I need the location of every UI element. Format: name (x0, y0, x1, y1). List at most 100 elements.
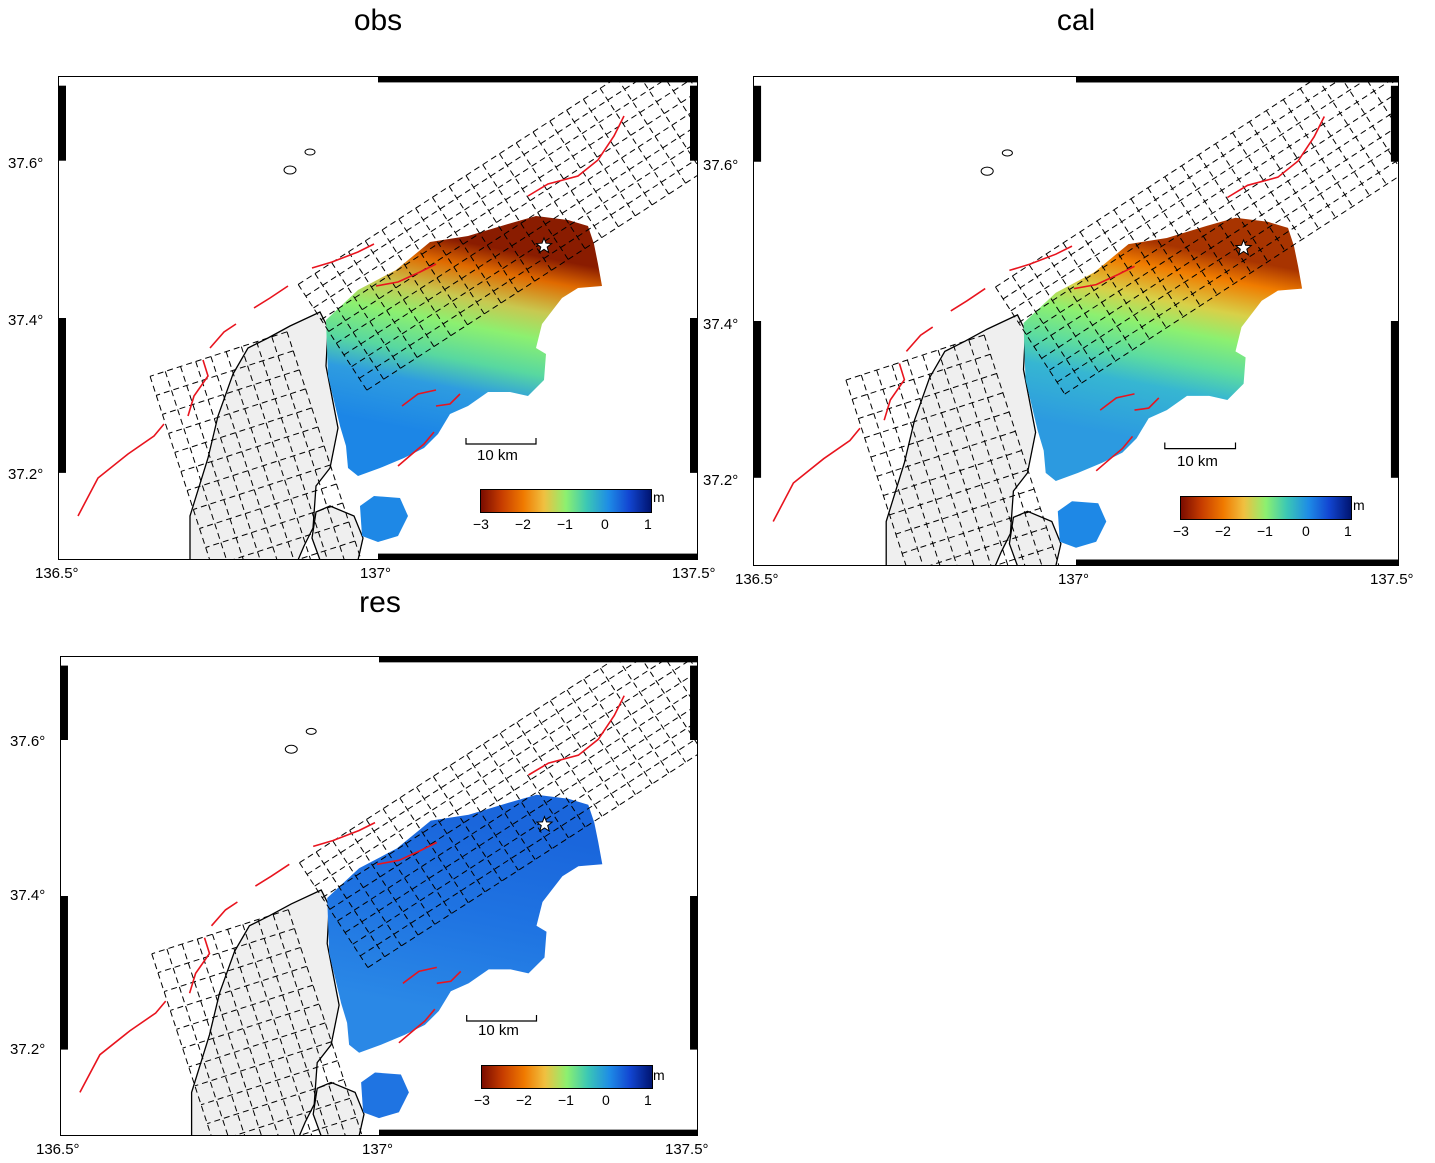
fault-line (187, 359, 209, 417)
frame-bar-right-2 (1390, 321, 1399, 478)
lon-tick-res-2: 137.5° (665, 1141, 709, 1158)
lat-tick-cal-0: 37.6° (703, 157, 739, 174)
frame-bar-left-2 (60, 896, 68, 1050)
colorbar-tick-res-1: −2 (516, 1092, 532, 1108)
fault-line (376, 841, 438, 866)
fault-grid (151, 656, 698, 1136)
colorbar-tick-res-0: −3 (474, 1092, 490, 1108)
frame-bar-right-2 (690, 896, 698, 1050)
star-icon (535, 815, 554, 833)
land-south (311, 505, 364, 560)
fault-line (253, 285, 289, 309)
map-svg-res (60, 656, 698, 1136)
fault-line (528, 695, 625, 776)
fault-line (527, 115, 625, 197)
fault-line (401, 389, 437, 407)
fault-line (883, 363, 906, 421)
island-2 (283, 165, 297, 175)
lon-tick-cal-1: 137° (1058, 571, 1090, 588)
deformation-south (360, 496, 408, 542)
fault-line (77, 423, 165, 517)
fault-line (398, 1008, 436, 1044)
frame-bar-left-1 (58, 85, 66, 161)
frame-bar-right-1 (1390, 85, 1399, 162)
island-1 (1001, 149, 1013, 157)
colorbar-tick-res-4: 1 (644, 1092, 652, 1108)
map-panel-cal (753, 76, 1399, 566)
deformation-south (1057, 501, 1107, 548)
colorbar-tick-cal-3: 0 (1302, 523, 1310, 539)
colorbar-tick-cal-1: −2 (1215, 523, 1231, 539)
scale-bar-label-res: 10 km (478, 1022, 519, 1039)
map-svg-obs (58, 76, 698, 560)
fault-line (435, 393, 461, 407)
frame-bar-right-2 (690, 318, 698, 473)
lat-tick-obs-0: 37.6° (8, 155, 44, 172)
scale-bar (466, 1015, 538, 1022)
frame-bar-bottom (1076, 559, 1399, 566)
colorbar-tick-obs-1: −2 (515, 516, 531, 532)
map-panel-res (60, 656, 698, 1136)
colorbar-res (481, 1065, 653, 1089)
scale-bar (1164, 442, 1237, 450)
colorbar-tick-obs-0: −3 (473, 516, 489, 532)
lon-tick-res-0: 136.5° (36, 1141, 80, 1158)
frame-bar-right-1 (690, 665, 698, 740)
colorbar-tick-cal-0: −3 (1173, 523, 1189, 539)
scale-bar (465, 438, 537, 445)
lat-tick-obs-2: 37.2° (8, 466, 44, 483)
lat-tick-obs-1: 37.4° (8, 312, 44, 329)
island-2 (284, 744, 298, 754)
fault-line (397, 431, 435, 467)
lon-tick-cal-0: 136.5° (735, 571, 779, 588)
fault-line (311, 243, 375, 269)
active-faults (77, 115, 625, 517)
lon-tick-cal-2: 137.5° (1370, 571, 1414, 588)
fault-line (1073, 265, 1135, 290)
active-faults (79, 695, 625, 1093)
panel-title-cal: cal (1056, 4, 1096, 37)
active-faults (772, 116, 1326, 522)
lat-tick-res-2: 37.2° (10, 1041, 46, 1058)
colorbar-tick-obs-3: 0 (601, 516, 609, 532)
lon-tick-obs-2: 137.5° (672, 565, 716, 582)
colorbar-unit-cal: m (1353, 497, 1365, 513)
map-panel-obs (58, 76, 698, 560)
frame-bar-top (379, 656, 698, 663)
star-icon (1234, 238, 1253, 256)
colorbar-unit-obs: m (653, 489, 665, 505)
map-svg-cal (753, 76, 1399, 566)
lat-tick-cal-1: 37.4° (703, 316, 739, 333)
fault-line (1009, 245, 1073, 272)
frame-bar-left-2 (753, 321, 762, 478)
lat-tick-cal-2: 37.2° (703, 472, 739, 489)
lon-tick-obs-0: 136.5° (35, 565, 79, 582)
land-south (1008, 510, 1062, 566)
fault-line (402, 966, 437, 984)
colorbar-tick-res-2: −1 (558, 1092, 574, 1108)
fault-line (375, 263, 437, 287)
lon-tick-res-1: 137° (362, 1141, 394, 1158)
fault-line (1099, 393, 1135, 411)
frame-bar-left-1 (60, 665, 68, 740)
frame-bar-left-1 (753, 85, 762, 162)
lon-tick-obs-1: 137° (360, 565, 392, 582)
scale-bar-label-obs: 10 km (477, 447, 518, 464)
frame-bar-bottom (378, 553, 698, 560)
fault-line (436, 970, 462, 985)
colorbar-tick-res-3: 0 (602, 1092, 610, 1108)
colorbar-cal (1180, 496, 1352, 520)
island-2 (980, 166, 994, 176)
fault-line (1095, 435, 1134, 472)
fault-line (210, 901, 238, 927)
fault-line (1134, 397, 1160, 411)
scale-bar-label-cal: 10 km (1177, 453, 1218, 470)
frame-bar-top (1076, 76, 1399, 83)
frame-bar-left-2 (58, 318, 66, 473)
fault-line (188, 937, 211, 994)
fault-line (209, 323, 237, 349)
panel-title-res: res (359, 586, 401, 619)
deformation-south (361, 1072, 409, 1119)
deformation-field (327, 794, 603, 1053)
frame-bar-top (378, 76, 698, 83)
